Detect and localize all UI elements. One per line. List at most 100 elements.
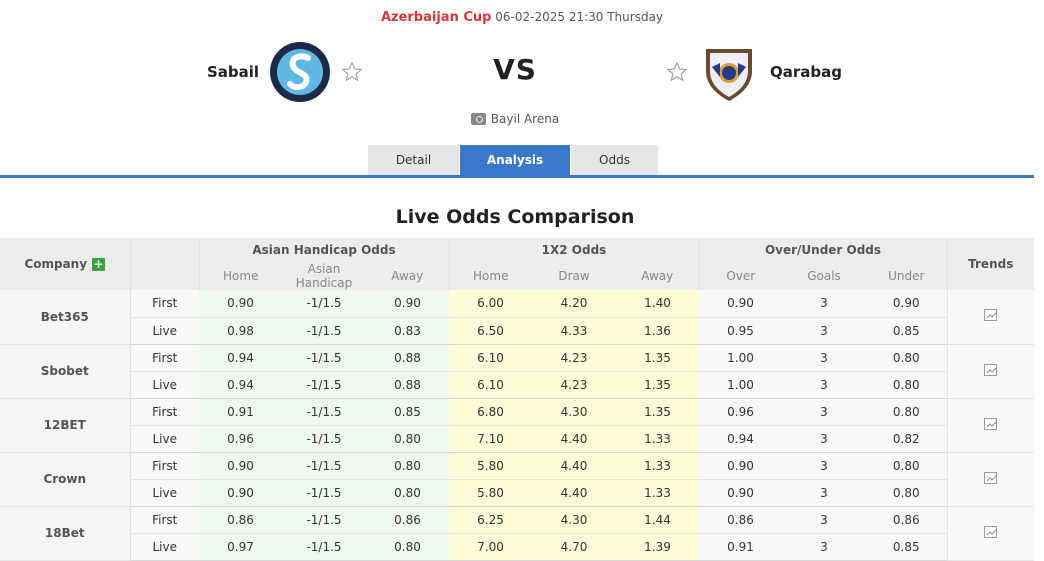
ou-odds-cell[interactable]: 0.95 xyxy=(699,317,782,345)
trend-cell[interactable] xyxy=(946,506,1034,561)
trend-cell[interactable] xyxy=(946,452,1034,507)
ou-odds-cell[interactable]: 0.90 xyxy=(699,452,782,480)
ah-odds-cell[interactable]: 0.97 xyxy=(199,533,282,561)
ou-odds-cell[interactable]: 3 xyxy=(782,290,866,318)
ou-odds-cell[interactable]: 0.80 xyxy=(866,371,947,399)
ah-odds-cell[interactable]: -1/1.5 xyxy=(282,533,366,561)
ah-odds-cell[interactable]: 0.80 xyxy=(366,533,449,561)
x12-odds-cell[interactable]: 6.00 xyxy=(449,290,532,318)
ou-odds-cell[interactable]: 1.00 xyxy=(699,371,782,399)
ah-odds-cell[interactable]: 0.90 xyxy=(199,452,282,480)
x12-odds-cell[interactable]: 6.25 xyxy=(449,506,532,534)
ah-odds-cell[interactable]: 0.98 xyxy=(199,317,282,345)
ou-odds-cell[interactable]: 0.85 xyxy=(866,533,947,561)
x12-odds-cell[interactable]: 4.40 xyxy=(532,425,616,453)
ou-odds-cell[interactable]: 0.86 xyxy=(866,506,947,534)
ah-odds-cell[interactable]: -1/1.5 xyxy=(282,452,366,480)
line-chart-icon[interactable] xyxy=(984,363,998,376)
ah-odds-cell[interactable]: 0.86 xyxy=(199,506,282,534)
tab-analysis[interactable]: Analysis xyxy=(460,145,570,175)
away-team-logo-icon[interactable] xyxy=(698,41,760,103)
x12-odds-cell[interactable]: 1.39 xyxy=(616,533,699,561)
x12-odds-cell[interactable]: 5.80 xyxy=(449,452,532,480)
ou-odds-cell[interactable]: 3 xyxy=(782,452,866,480)
company-name[interactable]: Sbobet xyxy=(0,344,130,399)
ah-odds-cell[interactable]: -1/1.5 xyxy=(282,290,366,318)
ou-odds-cell[interactable]: 3 xyxy=(782,344,866,372)
tab-odds[interactable]: Odds xyxy=(571,145,658,175)
x12-odds-cell[interactable]: 1.35 xyxy=(616,344,699,372)
line-chart-icon[interactable] xyxy=(984,525,998,538)
x12-odds-cell[interactable]: 5.80 xyxy=(449,479,532,507)
ou-odds-cell[interactable]: 0.82 xyxy=(866,425,947,453)
ou-odds-cell[interactable]: 3 xyxy=(782,533,866,561)
home-team-name[interactable]: Sabail xyxy=(207,63,260,81)
company-name[interactable]: Bet365 xyxy=(0,290,130,345)
x12-odds-cell[interactable]: 6.10 xyxy=(449,371,532,399)
x12-odds-cell[interactable]: 6.10 xyxy=(449,344,532,372)
x12-odds-cell[interactable]: 6.80 xyxy=(449,398,532,426)
ou-odds-cell[interactable]: 0.85 xyxy=(866,317,947,345)
trend-cell[interactable] xyxy=(946,344,1034,399)
x12-odds-cell[interactable]: 6.50 xyxy=(449,317,532,345)
away-favorite-star-icon[interactable] xyxy=(666,61,688,83)
line-chart-icon[interactable] xyxy=(984,417,998,430)
ah-odds-cell[interactable]: 0.90 xyxy=(199,479,282,507)
tab-detail[interactable]: Detail xyxy=(368,145,459,175)
ah-odds-cell[interactable]: 0.85 xyxy=(366,398,449,426)
ou-odds-cell[interactable]: 0.86 xyxy=(699,506,782,534)
line-chart-icon[interactable] xyxy=(984,471,998,484)
ou-odds-cell[interactable]: 0.90 xyxy=(699,479,782,507)
home-favorite-star-icon[interactable] xyxy=(341,61,363,83)
ah-odds-cell[interactable]: 0.96 xyxy=(199,425,282,453)
x12-odds-cell[interactable]: 1.33 xyxy=(616,452,699,480)
ah-odds-cell[interactable]: 0.94 xyxy=(199,371,282,399)
x12-odds-cell[interactable]: 4.33 xyxy=(532,317,616,345)
x12-odds-cell[interactable]: 1.44 xyxy=(616,506,699,534)
ah-odds-cell[interactable]: 0.80 xyxy=(366,479,449,507)
x12-odds-cell[interactable]: 4.70 xyxy=(532,533,616,561)
x12-odds-cell[interactable]: 1.33 xyxy=(616,479,699,507)
x12-odds-cell[interactable]: 1.35 xyxy=(616,371,699,399)
ou-odds-cell[interactable]: 0.80 xyxy=(866,398,947,426)
ou-odds-cell[interactable]: 1.00 xyxy=(699,344,782,372)
x12-odds-cell[interactable]: 1.36 xyxy=(616,317,699,345)
ou-odds-cell[interactable]: 3 xyxy=(782,371,866,399)
ah-odds-cell[interactable]: 0.91 xyxy=(199,398,282,426)
ou-odds-cell[interactable]: 3 xyxy=(782,506,866,534)
ah-odds-cell[interactable]: 0.88 xyxy=(366,371,449,399)
competition-name[interactable]: Azerbaijan Cup xyxy=(380,10,492,25)
ah-odds-cell[interactable]: -1/1.5 xyxy=(282,425,366,453)
ou-odds-cell[interactable]: 0.80 xyxy=(866,452,947,480)
ah-odds-cell[interactable]: 0.88 xyxy=(366,344,449,372)
ah-odds-cell[interactable]: 0.90 xyxy=(366,290,449,318)
company-name[interactable]: 18Bet xyxy=(0,506,130,561)
company-name[interactable]: Crown xyxy=(0,452,130,507)
home-team-logo-icon[interactable] xyxy=(269,41,331,103)
ou-odds-cell[interactable]: 3 xyxy=(782,425,866,453)
away-team-name[interactable]: Qarabag xyxy=(770,63,842,81)
ah-odds-cell[interactable]: 0.80 xyxy=(366,425,449,453)
ah-odds-cell[interactable]: 0.83 xyxy=(366,317,449,345)
plus-icon[interactable]: + xyxy=(92,257,106,271)
ou-odds-cell[interactable]: 0.80 xyxy=(866,344,947,372)
x12-odds-cell[interactable]: 4.30 xyxy=(532,506,616,534)
ah-odds-cell[interactable]: 0.94 xyxy=(199,344,282,372)
ah-odds-cell[interactable]: -1/1.5 xyxy=(282,371,366,399)
x12-odds-cell[interactable]: 4.40 xyxy=(532,452,616,480)
x12-odds-cell[interactable]: 7.00 xyxy=(449,533,532,561)
ou-odds-cell[interactable]: 0.80 xyxy=(866,479,947,507)
x12-odds-cell[interactable]: 4.40 xyxy=(532,479,616,507)
x12-odds-cell[interactable]: 1.35 xyxy=(616,398,699,426)
ah-odds-cell[interactable]: -1/1.5 xyxy=(282,506,366,534)
x12-odds-cell[interactable]: 4.30 xyxy=(532,398,616,426)
ou-odds-cell[interactable]: 0.91 xyxy=(699,533,782,561)
ah-odds-cell[interactable]: 0.90 xyxy=(199,290,282,318)
trend-cell[interactable] xyxy=(946,290,1034,345)
ou-odds-cell[interactable]: 0.94 xyxy=(699,425,782,453)
ah-odds-cell[interactable]: -1/1.5 xyxy=(282,317,366,345)
ou-odds-cell[interactable]: 0.96 xyxy=(699,398,782,426)
x12-odds-cell[interactable]: 7.10 xyxy=(449,425,532,453)
x12-odds-cell[interactable]: 4.23 xyxy=(532,371,616,399)
line-chart-icon[interactable] xyxy=(984,309,998,322)
